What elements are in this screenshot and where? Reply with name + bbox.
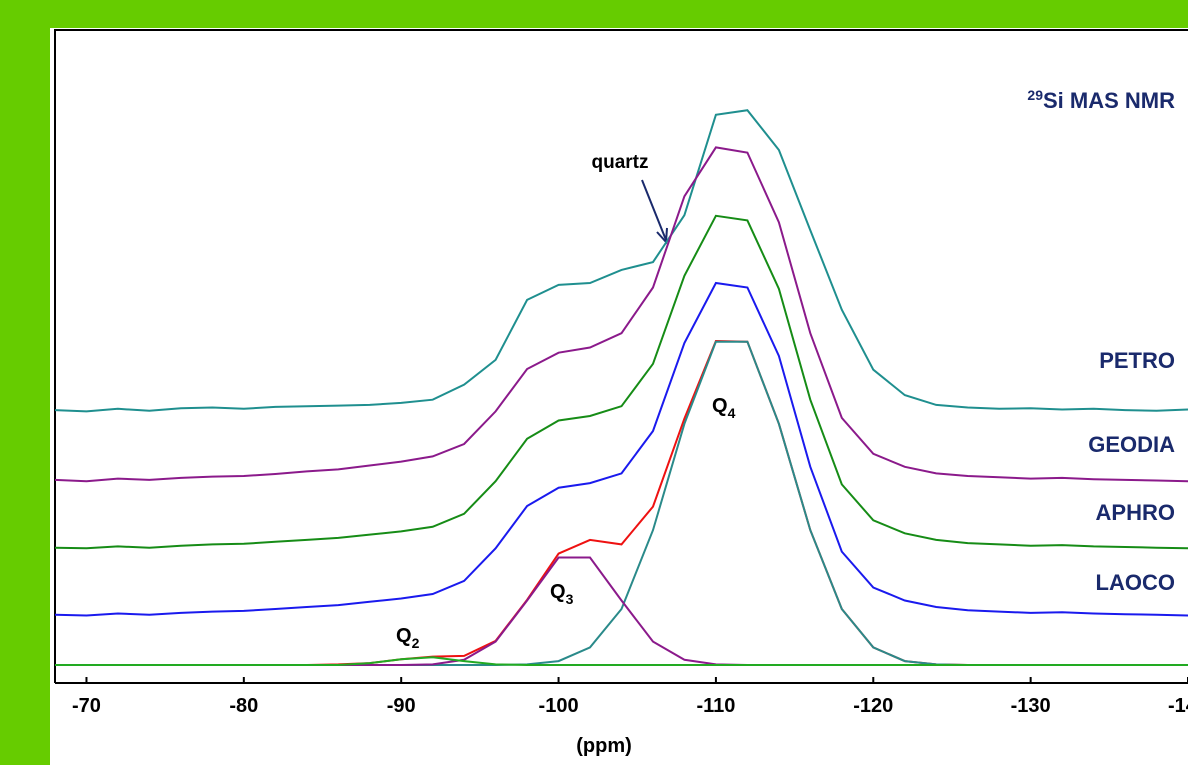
x-tick-label: -120 — [853, 695, 893, 717]
x-tick-label: -140 — [1168, 695, 1188, 717]
chart-title: 29Si MAS NMR — [1027, 87, 1175, 113]
annotation-quartz: quartz — [592, 152, 649, 173]
series-line — [54, 281, 1188, 617]
x-axis-label: (ppm) — [576, 735, 632, 757]
x-tick-label: -110 — [696, 695, 735, 717]
x-tick-label: -130 — [1011, 695, 1051, 717]
title-text: Si MAS NMR — [1043, 88, 1175, 113]
peak-label-letter: Q — [712, 395, 728, 417]
x-tick-label: -70 — [72, 695, 101, 717]
peak-label-letter: Q — [396, 625, 412, 647]
x-tick-label: -80 — [229, 695, 258, 717]
series-line — [55, 656, 1188, 666]
peak-label-subscript: 3 — [566, 591, 574, 607]
series-line — [54, 214, 1188, 550]
legend-label: GEODIA — [1088, 432, 1175, 457]
chart-background — [50, 28, 1188, 765]
title-superscript: 29 — [1027, 87, 1043, 103]
legend-label: PETRO — [1099, 348, 1175, 373]
plot-frame — [54, 29, 1188, 683]
x-tick-label: -90 — [387, 695, 416, 717]
peak-label: Q3 — [550, 581, 574, 607]
series-line — [54, 109, 1188, 413]
peak-label: Q4 — [712, 395, 736, 421]
peak-label: Q2 — [396, 625, 420, 651]
series-line — [54, 146, 1188, 483]
peak-label-subscript: 4 — [728, 405, 736, 421]
legend-label: APHRO — [1096, 500, 1175, 525]
x-tick-label: -100 — [539, 695, 579, 717]
annotation-arrow — [641, 179, 667, 241]
peak-label-subscript: 2 — [412, 635, 420, 651]
peak-label-letter: Q — [550, 581, 566, 603]
legend-label: LAOCO — [1096, 570, 1175, 595]
